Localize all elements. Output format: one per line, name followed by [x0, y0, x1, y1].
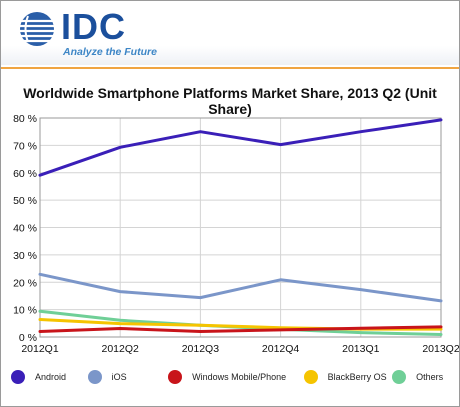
series-line-windows-mobile-phone: [38, 325, 443, 333]
y-tick-label: 30 %: [13, 250, 37, 262]
brand-name: IDC: [61, 6, 126, 47]
y-tick-label: 50 %: [13, 195, 37, 207]
header-divider: [1, 67, 459, 69]
legend-label: Windows Mobile/Phone: [192, 372, 287, 382]
legend-label: Android: [35, 372, 67, 382]
y-tick-label: 60 %: [13, 168, 37, 180]
legend-item: iOS: [87, 370, 169, 384]
legend-swatch: [87, 370, 102, 384]
legend-swatch: [168, 370, 183, 384]
y-tick-label: 40 %: [13, 223, 37, 235]
idc-logo: IDC Analyze the Future: [17, 7, 177, 59]
legend-item: Windows Mobile/Phone: [168, 370, 304, 384]
legend-swatch: [303, 370, 318, 384]
legend-swatch: [11, 370, 25, 384]
x-tick-label: 2012Q1: [21, 343, 59, 355]
legend-label: iOS: [111, 372, 127, 382]
series-line-android: [38, 118, 443, 177]
y-tick-label: 70 %: [13, 140, 37, 152]
legend-item: Others: [392, 370, 451, 384]
globe-icon: [20, 12, 54, 46]
header: IDC Analyze the Future: [1, 1, 459, 65]
legend-label: BlackBerry OS: [327, 372, 387, 382]
x-tick-label: 2012Q2: [102, 343, 140, 355]
y-tick-label: 20 %: [13, 277, 37, 289]
y-tick-label: 80 %: [13, 113, 37, 125]
legend-item: Android: [11, 370, 88, 384]
legend-item: BlackBerry OS: [303, 370, 392, 384]
y-tick-label: 10 %: [13, 305, 37, 317]
plot-border: [39, 117, 442, 338]
chart-legend: Android iOS Windows Mobile/Phone BlackBerry…: [11, 367, 451, 387]
x-tick-label: 2013Q2: [422, 343, 459, 355]
chart-title: Worldwide Smartphone Platforms Market Sh…: [23, 85, 437, 117]
series-line-ios: [38, 272, 443, 303]
x-tick-label: 2012Q4: [262, 343, 300, 355]
legend-label: Others: [416, 372, 444, 382]
x-tick-label: 2013Q1: [342, 343, 380, 355]
y-tick-label: 0 %: [19, 332, 37, 344]
brand-tagline: Analyze the Future: [63, 46, 157, 58]
legend-swatch: [392, 370, 407, 384]
x-tick-label: 2012Q3: [182, 343, 220, 355]
